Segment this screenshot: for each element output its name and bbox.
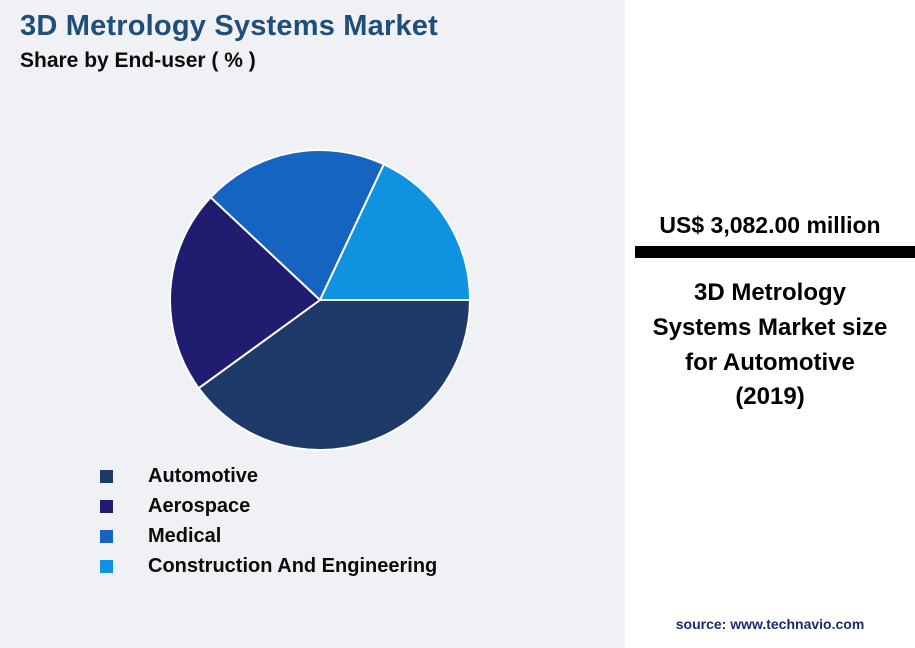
source-credit: source: www.technavio.com — [675, 616, 865, 632]
legend-item-medical: Medical — [100, 521, 437, 551]
legend-swatch-icon — [100, 469, 113, 483]
pie-slice-automotive — [197, 299, 471, 451]
chart-header: 3D Metrology Systems Market Share by End… — [20, 10, 438, 73]
legend-swatch-icon — [100, 529, 113, 543]
legend-item-construction-and-engineering: Construction And Engineering — [100, 551, 437, 581]
pie-slice-medical — [209, 149, 385, 301]
legend-label: Medical — [148, 524, 222, 547]
legend-label: Construction And Engineering — [148, 554, 438, 577]
pie-slice-aerospace — [169, 196, 321, 390]
legend-label: Aerospace — [148, 494, 251, 517]
chart-legend: Automotive Aerospace Medical Construction A… — [100, 461, 437, 581]
legend-item-aerospace: Aerospace — [100, 491, 437, 521]
legend-item-automotive: Automotive — [100, 461, 437, 491]
page-title: 3D Metrology Systems Market — [20, 10, 438, 42]
pie-slice-construction-and-engineering — [319, 163, 471, 301]
market-size-value: US$ 3,082.00 million — [659, 212, 881, 238]
market-size-caption: 3D Metrology Systems Market size for Aut… — [652, 279, 888, 411]
side-panel: US$ 3,082.00 million 3D Metrology System… — [625, 0, 915, 648]
legend-label: Automotive — [148, 464, 258, 487]
divider-bar — [635, 246, 915, 258]
chart-subtitle: Share by End-user ( % ) — [20, 49, 256, 72]
legend-swatch-icon — [100, 499, 113, 513]
legend-swatch-icon — [100, 559, 113, 573]
pie-chart — [169, 149, 471, 451]
